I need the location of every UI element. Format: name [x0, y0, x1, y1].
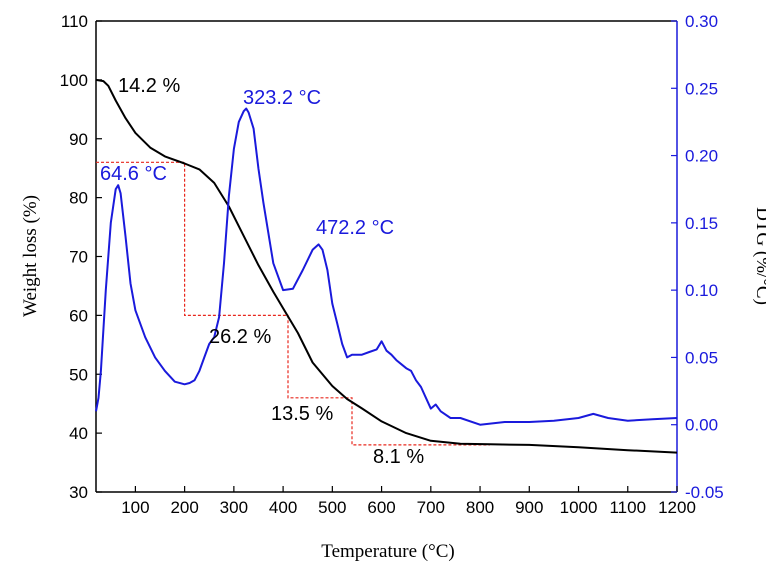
y-axis-title-left: Weight loss (%) [20, 195, 41, 317]
y-axis-title-right: DTG (%/°C) [752, 207, 766, 305]
y-left-tick-label: 100 [60, 71, 88, 90]
annotation-label: 26.2 % [209, 326, 271, 348]
x-tick-label: 900 [515, 498, 543, 517]
x-tick-label: 700 [417, 498, 445, 517]
y-right-tick-label: 0.15 [685, 214, 718, 233]
annotation-label: 8.1 % [373, 446, 424, 468]
x-tick-label: 300 [220, 498, 248, 517]
y-right-tick-label: -0.05 [685, 483, 724, 502]
annotation-label: 323.2 °C [243, 87, 321, 109]
y-left-tick-label: 90 [69, 130, 88, 149]
x-tick-label: 1100 [609, 498, 646, 517]
y-right-tick-label: 0.10 [685, 281, 718, 300]
y-right-tick-label: 0.30 [685, 12, 718, 31]
y-right-tick-label: 0.05 [685, 348, 718, 367]
y-right-tick-label: 0.00 [685, 416, 718, 435]
y-right-tick-label: 0.20 [685, 147, 718, 166]
y-left-tick-label: 110 [61, 12, 88, 31]
y-left-tick-label: 30 [69, 483, 88, 502]
y-left-tick-label: 50 [69, 365, 88, 384]
annotation-label: 64.6 °C [100, 163, 167, 185]
x-tick-label: 400 [269, 498, 297, 517]
x-tick-label: 100 [121, 498, 149, 517]
annotation-label: 14.2 % [118, 75, 180, 97]
x-tick-label: 600 [367, 498, 395, 517]
x-tick-label: 500 [318, 498, 346, 517]
x-tick-label: 800 [466, 498, 494, 517]
y-left-tick-label: 60 [69, 306, 88, 325]
y-left-tick-label: 70 [69, 248, 88, 267]
x-tick-label: 200 [170, 498, 198, 517]
annotation-label: 13.5 % [271, 403, 333, 425]
tg-curve [96, 80, 677, 453]
annotation-label: 472.2 °C [316, 217, 394, 239]
series-lines [96, 80, 677, 453]
y-left-tick-label: 80 [69, 189, 88, 208]
x-axis-title: Temperature (°C) [321, 541, 454, 562]
y-right-tick-label: 0.25 [685, 79, 718, 98]
dtg-curve [96, 109, 677, 425]
y-left-tick-label: 40 [69, 424, 88, 443]
x-tick-label: 1000 [560, 498, 598, 517]
